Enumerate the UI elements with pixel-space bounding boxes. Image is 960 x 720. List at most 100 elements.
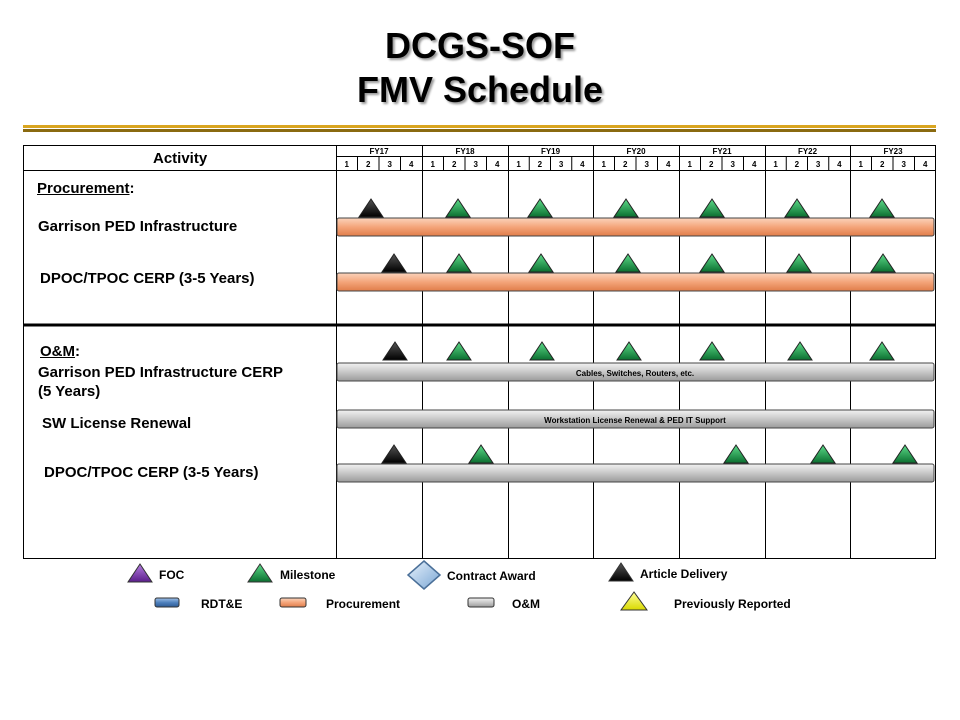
quarter-label: 3 [559,160,564,169]
bar-dpoc-tpoc-cerp-om [336,463,935,483]
quarter-label: 1 [602,160,607,169]
quarter-label: 4 [666,160,671,169]
quarter-label: 3 [902,160,907,169]
fy-label: FY20 [626,147,646,156]
quarter-label: 2 [452,160,457,169]
quarter-label: 1 [516,160,521,169]
quarter-label: 4 [580,160,585,169]
milestone-marker [892,444,918,464]
bar-garrison-ped-cerp-text: Cables, Switches, Routers, etc. [576,369,694,378]
quarter-label: 1 [688,160,693,169]
page-subtitle: FMV Schedule [356,69,604,110]
procurement-heading: Procurement: [37,179,135,198]
quarter-label: 4 [752,160,757,169]
bar-sw-license-renewal-fill [336,409,935,429]
quarter-label: 3 [388,160,393,169]
milestone-marker [810,444,836,464]
om-heading-text: O&M [40,343,75,360]
quarter-label: 4 [923,160,928,169]
milestone-marker [699,198,725,218]
quarter-label: 3 [731,160,736,169]
row-label-dpoc-tpoc-cerp-procurement: DPOC/TPOC CERP (3-5 Years) [40,270,255,287]
fy-label: FY18 [455,147,475,156]
bar-garrison-ped-cerp: Cables, Switches, Routers, etc. [336,362,935,382]
quarter-label: 2 [709,160,714,169]
legend-contract-award: Contract Award [447,569,536,583]
quarter-label: 1 [345,160,350,169]
milestone-marker [527,198,553,218]
quarter-label: 4 [409,160,414,169]
article-delivery-marker [381,253,407,273]
fy-label: FY23 [883,147,903,156]
bar-sw-license-renewal-text: Workstation License Renewal & PED IT Sup… [544,416,726,425]
milestone-marker [528,253,554,273]
row-label-sw-license-renewal: SW License Renewal [42,415,192,432]
article-delivery-marker [381,444,407,464]
quarter-label: 3 [645,160,650,169]
om-heading-colon: : [75,343,80,360]
quarter-label: 2 [880,160,885,169]
quarter-label: 2 [623,160,628,169]
milestone-marker [529,341,555,361]
legend-foc: FOC [159,568,185,582]
legend-milestone: Milestone [280,568,336,582]
milestone-marker [869,198,895,218]
quarter-label: 1 [773,160,778,169]
bar-garrison-ped-infrastructure-fill [336,217,935,237]
quarter-label: 4 [495,160,500,169]
article-delivery-marker [382,341,408,361]
bar-garrison-ped-cerp-fill [336,362,935,382]
milestone-marker [870,253,896,273]
quarter-label: 2 [538,160,543,169]
row-label-garrison-ped-cerp-years: (5 Years) [38,383,101,400]
row-label-garrison-ped-infrastructure: Garrison PED Infrastructure [38,218,238,235]
milestone-marker [446,253,472,273]
quarter-label: 1 [431,160,436,169]
fy-label: FY21 [712,147,732,156]
quarter-label: 2 [795,160,800,169]
bar-dpoc-tpoc-cerp-om-fill [336,463,935,483]
milestone-marker [613,198,639,218]
table-frame [23,145,936,559]
milestone-marker [615,253,641,273]
quarter-label: 3 [816,160,821,169]
bar-dpoc-tpoc-cerp-procurement [336,272,935,292]
milestone-marker [869,341,895,361]
article-delivery-marker [358,198,384,218]
om-heading: O&M: [40,342,80,361]
page-title: DCGS-SOF [384,25,575,66]
legend-om: O&M [512,597,540,611]
procurement-heading-text: Procurement [37,180,130,197]
quarter-label: 1 [859,160,864,169]
bar-dpoc-tpoc-cerp-procurement-fill [336,272,935,292]
row-label-dpoc-tpoc-cerp-om: DPOC/TPOC CERP (3-5 Years) [44,464,259,481]
milestone-marker [468,444,494,464]
legend-procurement: Procurement [326,597,401,611]
milestone-marker [699,341,725,361]
milestone-marker [784,198,810,218]
title-rule-top [23,125,936,128]
milestone-marker [787,341,813,361]
bar-sw-license-renewal: Workstation License Renewal & PED IT Sup… [336,409,935,429]
title-rule-bottom [23,129,936,132]
quarter-label: 2 [366,160,371,169]
milestone-marker [445,198,471,218]
milestone-marker [446,341,472,361]
milestone-marker [723,444,749,464]
bar-garrison-ped-infrastructure [336,217,935,237]
legend-rdte: RDT&E [201,597,243,611]
activity-header: Activity [153,150,208,167]
fy-label: FY17 [369,147,389,156]
milestone-marker [616,341,642,361]
quarter-label: 3 [474,160,479,169]
row-label-garrison-ped-cerp: Garrison PED Infrastructure CERP [38,364,284,381]
quarter-label: 4 [837,160,842,169]
legend-article-delivery: Article Delivery [640,567,728,581]
milestone-marker [699,253,725,273]
procurement-heading-colon: : [129,180,135,197]
fy-label: FY22 [798,147,818,156]
fy-label: FY19 [541,147,561,156]
milestone-marker [786,253,812,273]
legend-previously-reported: Previously Reported [674,597,791,611]
